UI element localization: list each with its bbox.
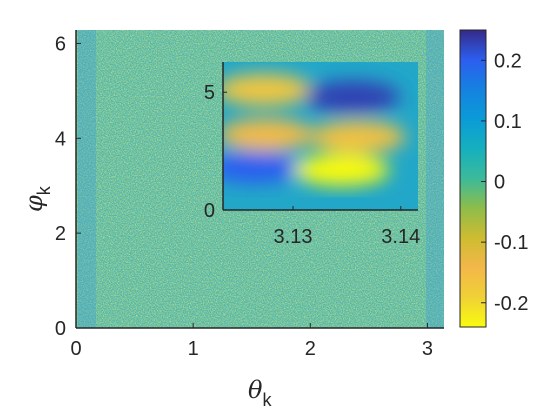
inset-y-ticks: 05 — [204, 82, 227, 222]
inset-x-ticks: 3.13 3.14 — [274, 206, 420, 248]
colorbar-frame — [459, 29, 487, 328]
colorbar-tick-label: 0 — [494, 172, 505, 194]
inset-feature — [304, 80, 401, 113]
inset-y-tick-label: 0 — [204, 200, 215, 222]
main-y-tick-label: 0 — [55, 318, 66, 340]
inset-feature — [309, 120, 406, 153]
colorbar — [459, 29, 487, 328]
inset-x-tick-label: 3.14 — [381, 226, 420, 248]
heatmap-edge-right — [426, 30, 444, 328]
main-y-tick-label: 4 — [55, 128, 66, 150]
inset-feature — [223, 118, 315, 151]
x-axis-subscript: k — [262, 390, 272, 410]
colorbar-tick-label: 0.1 — [494, 111, 522, 133]
heatmap-edge-left — [78, 30, 96, 328]
colorbar-tick-label: 0.2 — [494, 50, 522, 72]
colorbar-tick-label: -0.1 — [494, 232, 528, 254]
colorbar-ticks: -0.2 -0.1 0 0.1 0.2 — [481, 50, 528, 315]
inset-x-tick-label: 3.13 — [274, 226, 313, 248]
main-y-ticks: 0 2 4 6 — [55, 33, 81, 340]
main-x-tick-label: 1 — [188, 338, 199, 360]
main-x-tick-label: 2 — [305, 338, 316, 360]
main-x-tick-label: 0 — [70, 338, 81, 360]
inset-heatmap — [222, 62, 418, 211]
main-y-tick-label: 6 — [55, 33, 66, 55]
x-axis-symbol: θ — [248, 376, 263, 404]
inset-feature — [293, 153, 390, 186]
x-axis-label: θk — [248, 376, 272, 410]
inset-feature — [223, 73, 312, 106]
y-axis-symbol: φ — [20, 195, 48, 212]
inset-feature — [223, 151, 304, 184]
main-y-tick-label: 2 — [55, 223, 66, 245]
y-axis-label: φk — [20, 185, 54, 212]
inset-y-tick-label: 5 — [204, 82, 215, 104]
main-x-tick-label: 3 — [422, 338, 433, 360]
colorbar-tick-label: -0.2 — [494, 293, 528, 315]
main-x-ticks: 0 1 2 3 — [70, 323, 433, 360]
colorbar-gradient — [460, 30, 486, 327]
y-axis-subscript: k — [34, 185, 54, 195]
